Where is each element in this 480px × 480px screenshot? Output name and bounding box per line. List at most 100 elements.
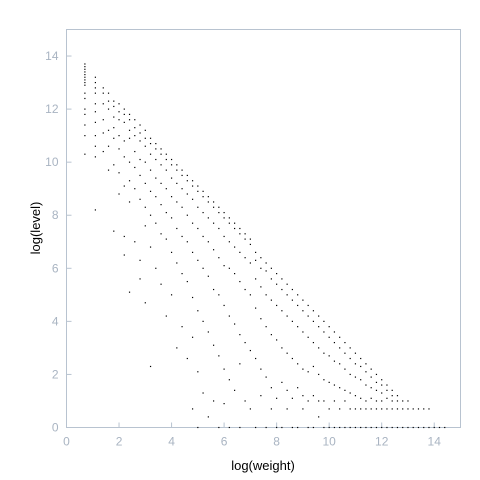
data-point: [239, 363, 241, 365]
data-point: [128, 180, 131, 182]
data-point: [423, 426, 425, 429]
data-point: [417, 426, 420, 429]
data-point: [291, 299, 293, 301]
data-point: [218, 211, 220, 214]
data-point: [84, 66, 86, 68]
data-point: [197, 185, 199, 187]
x-tick-label: 14: [428, 435, 442, 449]
data-point: [239, 280, 241, 283]
data-point: [349, 357, 351, 360]
data-point: [223, 217, 225, 219]
data-point: [370, 368, 372, 370]
data-point: [234, 273, 236, 275]
data-point: [84, 81, 86, 84]
data-point: [102, 132, 104, 134]
data-point: [312, 426, 315, 429]
data-point: [365, 400, 367, 402]
data-point: [302, 368, 304, 370]
data-point: [94, 76, 96, 78]
data-point: [249, 294, 251, 296]
data-point: [176, 182, 178, 184]
data-point: [234, 246, 236, 248]
data-point: [197, 371, 199, 373]
data-point: [244, 341, 246, 344]
data-point: [255, 259, 257, 261]
data-point: [170, 164, 173, 166]
data-point: [113, 100, 115, 102]
data-point: [412, 408, 414, 410]
data-point: [307, 426, 309, 429]
data-point: [197, 310, 199, 312]
data-point: [176, 201, 178, 203]
data-point: [260, 318, 262, 320]
data-point: [370, 387, 372, 389]
data-point: [339, 347, 341, 349]
data-point: [181, 235, 183, 238]
data-point: [386, 397, 388, 399]
data-point: [375, 389, 378, 391]
x-tick-label: 6: [221, 435, 228, 449]
data-point: [94, 209, 96, 211]
data-point: [134, 166, 136, 169]
data-point: [202, 267, 204, 269]
data-point: [228, 267, 230, 269]
y-tick-label: 14: [45, 49, 59, 63]
data-point: [375, 373, 378, 376]
data-point: [207, 275, 209, 277]
data-point: [197, 259, 199, 261]
data-point: [218, 294, 220, 296]
data-point: [84, 84, 86, 86]
data-point: [349, 392, 351, 394]
data-point: [354, 376, 357, 378]
data-point: [84, 63, 86, 65]
data-point: [360, 379, 362, 381]
data-point: [107, 108, 110, 110]
x-axis-label: log(weight): [231, 458, 295, 473]
data-point: [84, 76, 86, 78]
data-point: [84, 71, 86, 73]
data-point: [302, 408, 304, 410]
data-point: [197, 190, 199, 192]
data-point: [94, 111, 96, 113]
data-point: [286, 352, 288, 354]
data-point: [181, 326, 183, 328]
data-point: [360, 365, 362, 368]
data-point: [170, 177, 173, 179]
data-point: [223, 304, 225, 307]
data-point: [270, 299, 272, 301]
data-point: [155, 177, 157, 179]
data-point: [375, 426, 378, 429]
data-point: [265, 426, 267, 429]
data-point: [328, 408, 330, 410]
data-point: [270, 387, 272, 389]
data-point: [381, 384, 383, 386]
data-point: [244, 288, 246, 291]
data-point: [170, 251, 173, 253]
data-point: [286, 389, 288, 391]
data-point: [276, 426, 278, 429]
data-point: [202, 190, 204, 192]
data-point: [244, 400, 246, 402]
data-point: [407, 408, 409, 410]
data-point: [265, 294, 267, 296]
data-point: [218, 257, 220, 259]
data-point: [118, 148, 120, 150]
data-point: [160, 283, 162, 285]
data-points: [84, 63, 446, 429]
data-point: [134, 188, 136, 190]
data-point: [281, 310, 283, 312]
data-point: [186, 241, 188, 243]
data-point: [207, 331, 209, 333]
data-point: [249, 408, 251, 410]
data-point: [228, 426, 230, 429]
data-point: [160, 204, 162, 206]
data-point: [323, 400, 325, 402]
data-point: [123, 235, 125, 238]
data-point: [123, 254, 125, 256]
data-point: [84, 92, 86, 94]
data-point: [191, 251, 194, 253]
y-tick-label: 2: [52, 367, 59, 381]
data-point: [349, 408, 351, 410]
data-point: [239, 426, 241, 429]
data-point: [286, 294, 288, 296]
